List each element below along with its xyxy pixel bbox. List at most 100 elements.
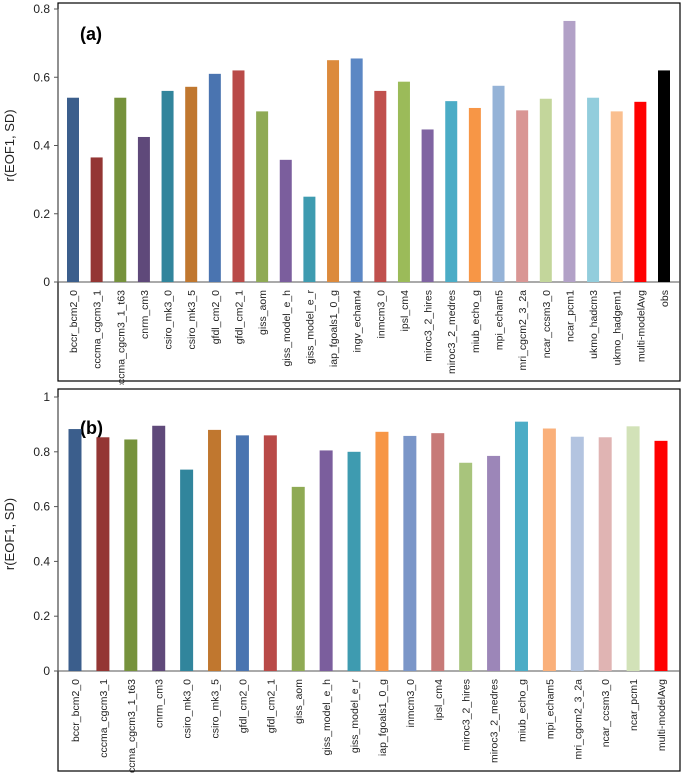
bar-cnrm_cm3 bbox=[137, 136, 150, 282]
x-category-label: ukmo_hadcm3 bbox=[588, 290, 600, 359]
bar-inmcm3_0 bbox=[374, 90, 387, 283]
x-category-label: miroc3_2_hires bbox=[461, 679, 473, 751]
bar-mri_cgcm2_3_2a bbox=[516, 110, 529, 282]
x-category-label: bccr_bcm2_0 bbox=[70, 679, 82, 742]
x-category-label: inmcm3_0 bbox=[375, 290, 387, 339]
x-category-label: gfdl_cm2_0 bbox=[237, 679, 249, 733]
x-category-label: csiro_mk3_5 bbox=[186, 290, 198, 350]
bar-chart-a: 0 0.2 0.4 0.6 0.8 r(EOF1, SD) (a) bccr_bcm2_0 cc… bbox=[2, 2, 681, 385]
y-axis-label: r(EOF1, SD) bbox=[2, 109, 17, 181]
x-category-label: multi-modelAvg bbox=[635, 290, 647, 362]
x-category-label: gfdl_cm2_1 bbox=[265, 679, 277, 733]
bar-cccma_cgcm3_1_t63 bbox=[124, 439, 138, 671]
x-category-label: giss_aom bbox=[257, 290, 269, 335]
bar-ncar_ccsm3_0 bbox=[598, 437, 612, 671]
bar-gfdl_cm2_0 bbox=[208, 73, 221, 283]
x-category-label: miroc3_2_hires bbox=[423, 290, 435, 362]
bar-miroc3_2_hires bbox=[421, 129, 434, 282]
bar-miub_echo_g bbox=[514, 421, 528, 671]
bar-giss_model_e_r bbox=[347, 451, 361, 671]
bar-obs bbox=[658, 70, 670, 282]
bar-ukmo_hadgem1 bbox=[610, 111, 623, 282]
y-axis-label: r(EOF1, SD) bbox=[2, 498, 17, 570]
chart-frame bbox=[57, 388, 681, 772]
x-category-label: cccma_cgcm3_1 bbox=[98, 679, 110, 758]
bar-ncar_ccsm3_0 bbox=[539, 98, 552, 282]
bar-ingv_echam4 bbox=[350, 58, 363, 283]
x-category-label: mri_cgcm2_3_2a bbox=[517, 290, 529, 371]
bar-mri_cgcm2_3_2a bbox=[570, 436, 584, 671]
y-tick-label: 0.2 bbox=[33, 609, 50, 623]
y-tick-label: 0.6 bbox=[33, 500, 50, 514]
x-category-label: giss_model_e_h bbox=[321, 679, 333, 756]
x-category-label: gfdl_cm2_0 bbox=[210, 290, 222, 344]
x-category-label: csiro_mk3_0 bbox=[163, 290, 175, 350]
bar-giss_model_e_r bbox=[303, 196, 316, 282]
y-tick-label: 0 bbox=[43, 664, 50, 678]
bar-csiro_mk3_0 bbox=[180, 469, 194, 671]
bar-gfdl_cm2_1 bbox=[232, 70, 245, 282]
bar-cccma_cgcm3_1 bbox=[96, 437, 110, 671]
bar-bccr_bcm2_0 bbox=[67, 97, 79, 282]
bar-giss_aom bbox=[256, 111, 269, 282]
bar-miroc3_2_medres bbox=[445, 101, 458, 282]
y-tick-label: 1 bbox=[43, 390, 50, 404]
bar-cccma_cgcm3_1 bbox=[90, 157, 103, 282]
bar-csiro_mk3_5 bbox=[208, 429, 222, 671]
bar-multi-modelAvg bbox=[654, 440, 668, 671]
bar-gfdl_cm2_1 bbox=[263, 435, 277, 671]
bar-mpi_echam5 bbox=[542, 428, 556, 671]
bar-ipsl_cm4 bbox=[397, 81, 410, 282]
x-category-label: inmcm3_0 bbox=[405, 679, 417, 728]
x-category-label: ncar_ccsm3_0 bbox=[600, 679, 612, 747]
y-tick-label: 0.4 bbox=[33, 139, 50, 153]
x-category-label: giss_aom bbox=[293, 679, 305, 724]
bar-iap_fgoals1_0_g bbox=[327, 60, 340, 282]
bar-miroc3_2_medres bbox=[487, 455, 501, 671]
x-category-label: cnrm_cm3 bbox=[154, 679, 166, 728]
bar-ncar_pcm1 bbox=[626, 426, 640, 671]
bar-giss_model_e_h bbox=[319, 450, 333, 671]
bar-ipsl_cm4 bbox=[431, 433, 445, 671]
x-category-label: miroc3_2_medres bbox=[489, 679, 501, 763]
x-category-label: ingv_echam4 bbox=[352, 290, 364, 353]
x-category-label: csiro_mk3_5 bbox=[210, 679, 222, 739]
x-category-label: ncar_ccsm3_0 bbox=[541, 290, 553, 358]
bar-mpi_echam5 bbox=[492, 85, 505, 282]
x-category-label: ncar_pcm1 bbox=[628, 679, 640, 731]
bar-cnrm_cm3 bbox=[152, 425, 166, 671]
bar-csiro_mk3_5 bbox=[185, 86, 198, 283]
chart-panel-a: 0 0.2 0.4 0.6 0.8 r(EOF1, SD) (a) bccr_bcm2_0 cc… bbox=[0, 0, 685, 385]
bar-miub_echo_g bbox=[468, 107, 481, 283]
x-category-label: cnrm_cm3 bbox=[139, 290, 151, 339]
x-category-label: bccr_bcm2_0 bbox=[68, 290, 80, 353]
bar-multi-modelAvg bbox=[634, 101, 647, 282]
bar-miroc3_2_hires bbox=[459, 462, 473, 671]
bar-gfdl_cm2_0 bbox=[235, 435, 249, 671]
x-category-label: iap_fgoals1_0_g bbox=[377, 679, 389, 756]
x-category-label: ipsl_cm4 bbox=[399, 290, 411, 332]
x-category-label: ukmo_hadgem1 bbox=[612, 290, 624, 365]
x-category-label: miroc3_2_medres bbox=[446, 290, 458, 374]
x-category-label: mpi_echam5 bbox=[544, 679, 556, 739]
y-tick-label: 0.4 bbox=[33, 554, 50, 568]
x-category-label: ipsl_cm4 bbox=[433, 679, 445, 721]
y-tick-label: 0.8 bbox=[33, 445, 50, 459]
x-category-label: cccma_cgcm3_1_t63 bbox=[115, 290, 127, 385]
x-category-label: ncar_pcm1 bbox=[564, 290, 576, 342]
bar-iap_fgoals1_0_g bbox=[375, 431, 389, 671]
x-category-label: miub_echo_g bbox=[516, 679, 528, 742]
x-category-label: giss_model_e_h bbox=[281, 290, 293, 367]
bar-giss_aom bbox=[291, 486, 305, 671]
x-category-label: obs bbox=[659, 290, 671, 307]
y-tick-label: 0.2 bbox=[33, 207, 50, 221]
y-tick-label: 0.6 bbox=[33, 70, 50, 84]
x-category-label: multi-modelAvg bbox=[656, 679, 668, 751]
x-category-label: cccma_cgcm3_1_t63 bbox=[126, 679, 138, 773]
x-category-label: mpi_echam5 bbox=[494, 290, 506, 350]
x-category-label: iap_fgoals1_0_g bbox=[328, 290, 340, 367]
bar-ncar_pcm1 bbox=[563, 20, 576, 282]
x-category-label: mri_cgcm2_3_2a bbox=[572, 679, 584, 760]
chart-frame bbox=[57, 2, 681, 382]
y-tick-label: 0.8 bbox=[33, 2, 50, 16]
